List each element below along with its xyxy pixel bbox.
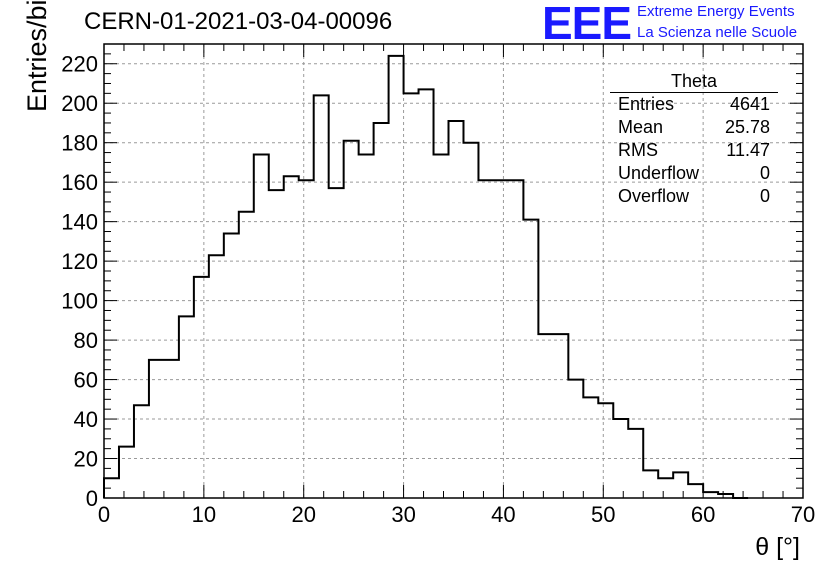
- histogram-bin: [478, 180, 493, 498]
- histogram-bin: [239, 212, 254, 498]
- histogram-bin: [254, 155, 269, 498]
- y-tick-label: 200: [61, 91, 98, 116]
- histogram-bin: [374, 123, 389, 498]
- histogram-bin: [568, 380, 583, 498]
- x-tick-label: 10: [192, 502, 216, 527]
- histogram-bin: [553, 334, 568, 498]
- histogram-bin: [598, 403, 613, 498]
- histogram-bin: [329, 188, 344, 498]
- stats-value: 25.78: [724, 117, 770, 137]
- stats-value: 4641: [729, 94, 770, 114]
- stats-row-entries: Entries 4641: [610, 93, 778, 116]
- y-tick-label: 180: [61, 131, 98, 156]
- histogram-bin: [314, 95, 329, 498]
- y-tick-label: 220: [61, 52, 98, 77]
- histogram-bin: [269, 190, 284, 498]
- histogram-bin: [434, 155, 449, 498]
- x-tick-label: 60: [691, 502, 715, 527]
- x-tick-label: 0: [98, 502, 110, 527]
- logo-line-2: La Scienza nelle Scuole: [637, 24, 798, 41]
- histogram-bin: [449, 121, 464, 498]
- histogram-bin: [523, 220, 538, 498]
- y-tick-label: 100: [61, 289, 98, 314]
- stats-label: Mean: [618, 117, 664, 137]
- x-axis-label: θ [°]: [755, 533, 800, 561]
- histogram-bin: [134, 405, 149, 498]
- y-tick-label: 120: [61, 249, 98, 274]
- histogram-bin: [404, 93, 419, 498]
- histogram-bin: [419, 89, 434, 498]
- eee-logo: EEE: [542, 0, 632, 49]
- stats-row-overflow: Overflow 0: [610, 185, 778, 208]
- chart-title: CERN-01-2021-03-04-00096: [84, 8, 393, 35]
- histogram-bin: [104, 478, 119, 498]
- histogram-bin: [643, 470, 658, 498]
- stats-label: Overflow: [618, 186, 690, 206]
- y-tick-label: 80: [74, 328, 98, 353]
- stats-row-mean: Mean 25.78: [610, 116, 778, 139]
- stats-title: Theta: [610, 72, 778, 93]
- logo-line-1: Extreme Energy Events: [637, 3, 795, 20]
- histogram-bin: [673, 472, 688, 498]
- histogram-bin: [493, 180, 508, 498]
- histogram-bin: [359, 155, 374, 498]
- histogram-bin: [463, 143, 478, 498]
- y-tick-label: 160: [61, 170, 98, 195]
- histogram-bin: [658, 478, 673, 498]
- stats-label: Entries: [618, 94, 675, 114]
- histogram-bin: [224, 233, 239, 498]
- stats-label: Underflow: [618, 163, 700, 183]
- histogram-bin: [194, 277, 209, 498]
- y-tick-label: 40: [74, 407, 98, 432]
- histogram-bin: [209, 255, 224, 498]
- y-axis-label: Entries/bin: [22, 0, 52, 112]
- histogram-bin: [284, 176, 299, 498]
- histogram-bin: [688, 484, 703, 498]
- stats-value: 11.47: [726, 140, 770, 160]
- histogram-bin: [703, 492, 718, 498]
- histogram-bin: [613, 419, 628, 498]
- x-tick-label: 50: [591, 502, 615, 527]
- histogram-bin: [119, 447, 134, 498]
- stats-value: 0: [759, 186, 770, 206]
- histogram-bin: [344, 141, 359, 498]
- y-tick-label: 60: [74, 368, 98, 393]
- stats-label: RMS: [618, 140, 658, 160]
- y-tick-label: 20: [74, 447, 98, 472]
- histogram-bin: [508, 180, 523, 498]
- histogram-bin: [179, 316, 194, 498]
- x-tick-label: 30: [391, 502, 415, 527]
- histogram-bin: [583, 397, 598, 498]
- stats-box: Theta Entries 4641 Mean 25.78 RMS 11.47 …: [610, 72, 778, 208]
- histogram-bin: [389, 56, 404, 498]
- x-tick-label: 70: [791, 502, 815, 527]
- histogram-bin: [718, 494, 733, 498]
- histogram-bin: [538, 334, 553, 498]
- histogram-bin: [164, 360, 179, 498]
- x-tick-label: 40: [491, 502, 515, 527]
- x-tick-label: 20: [291, 502, 315, 527]
- stats-value: 0: [759, 163, 770, 183]
- y-tick-label: 140: [61, 210, 98, 235]
- histogram-bin: [299, 180, 314, 498]
- histogram-bin: [628, 429, 643, 498]
- stats-row-rms: RMS 11.47: [610, 139, 778, 162]
- histogram-bin: [149, 360, 164, 498]
- stats-row-underflow: Underflow 0: [610, 162, 778, 185]
- y-tick-label: 0: [86, 486, 98, 511]
- histogram-outline: [103, 54, 749, 499]
